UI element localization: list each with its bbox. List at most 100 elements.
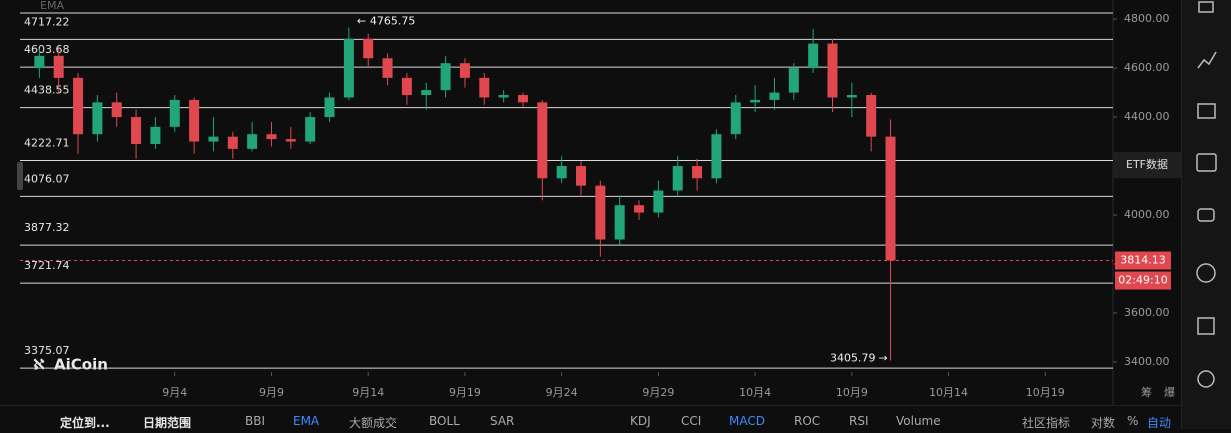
indicator-button[interactable]: BBI [245, 414, 266, 428]
y-tick-label: 3600.00 [1124, 306, 1170, 319]
indicator-button[interactable]: KDJ [630, 414, 651, 428]
sidebar-icons [1196, 1, 1217, 388]
candle-body [730, 102, 741, 135]
candle-body [111, 102, 122, 118]
x-tick-label: 10月14 [929, 386, 968, 399]
price-box [1115, 251, 1171, 270]
candle-body [692, 166, 703, 179]
indicator-button[interactable]: RSI [849, 414, 869, 428]
candle-body [169, 99, 180, 127]
candle-body [53, 55, 64, 78]
x-tick-label: 9月19 [449, 386, 481, 399]
candle-body [595, 185, 606, 240]
indicator-button[interactable]: MACD [729, 414, 765, 428]
arrow: ← [357, 14, 366, 27]
candle-body [614, 205, 625, 240]
toolbar-button[interactable]: 社区指标 [1022, 416, 1071, 430]
x-tick-label: 9月9 [259, 386, 284, 399]
candle-body [324, 97, 335, 118]
price-level-label: 3721.74 [24, 259, 70, 272]
price-level-label: 3877.32 [24, 221, 70, 234]
y-tick-label: 4400.00 [1124, 110, 1170, 123]
candle-body [285, 139, 296, 142]
x-tick-label: 10月19 [1026, 386, 1065, 399]
candle-body [382, 58, 393, 78]
candle-body [343, 38, 354, 98]
icon[interactable] [1197, 103, 1216, 119]
candle-body [576, 166, 587, 186]
icon[interactable] [1197, 317, 1215, 335]
candle-body [440, 63, 451, 91]
indicator-button[interactable]: BOLL [429, 414, 460, 428]
chart: EMA AiCoin ℵ 3400.003600.003800.004000.0… [17, 0, 1175, 405]
indicator-button[interactable]: 大额成交 [349, 416, 398, 430]
arrow: → [879, 352, 888, 365]
toolbar-button[interactable]: 对数 [1091, 416, 1116, 430]
x-tick-label: 9月14 [352, 386, 384, 399]
candle-body [750, 99, 761, 103]
icon[interactable] [1196, 153, 1217, 172]
indicator-button[interactable]: Volume [896, 414, 941, 428]
legend-label: EMA [40, 0, 64, 12]
toolbar-button[interactable]: 日期范围 [143, 416, 192, 430]
candle-body [73, 77, 84, 135]
last-price-label: 3814.13 [1120, 254, 1166, 267]
price-level-label: 4076.07 [24, 172, 70, 185]
candle-body [517, 95, 528, 103]
tooltip: ETF数据 [1113, 152, 1181, 178]
toolbar-divider [0, 405, 1181, 406]
indicator-button[interactable]: EMA [293, 414, 320, 428]
candle-body [266, 134, 277, 140]
handle [17, 162, 23, 190]
candle-body [189, 99, 200, 142]
x-tick-label: 9月29 [642, 386, 674, 399]
price-level-label: 4717.22 [24, 15, 70, 28]
toolbar-button[interactable]: % [1127, 414, 1139, 428]
x-tick-label: 9月4 [162, 386, 187, 399]
axis-extra: 爆 [1164, 385, 1175, 399]
candle-body [653, 190, 664, 213]
countdown-box [1115, 271, 1171, 290]
indicator-button[interactable]: SAR [490, 414, 515, 428]
candle-body [498, 95, 509, 98]
icon[interactable] [1198, 1, 1214, 13]
sidebar [1181, 0, 1231, 429]
candle-body [788, 68, 799, 93]
candle-body [401, 77, 412, 96]
price-level-label: 4603.68 [24, 43, 70, 56]
price-level-label: 4222.71 [24, 136, 70, 149]
toolbar-button[interactable]: 定位到... [60, 416, 110, 430]
y-tick-label: 3400.00 [1124, 355, 1170, 368]
candle-body [227, 136, 238, 149]
candle-body [92, 102, 103, 135]
candle-body [537, 102, 548, 179]
y-tick-label: 4600.00 [1124, 61, 1170, 74]
countdown: 02:49:10 [1118, 274, 1167, 287]
candle-body [556, 166, 567, 179]
price-level-label: 4438.55 [24, 84, 70, 97]
candle-body [479, 77, 490, 98]
icon[interactable] [1196, 263, 1216, 283]
toolbar-button[interactable]: 自动 [1147, 416, 1172, 430]
indicator-button[interactable]: ROC [794, 414, 821, 428]
y-tick-label: 4000.00 [1124, 208, 1170, 221]
candle-body [131, 117, 142, 144]
icon[interactable] [1197, 370, 1215, 388]
candle-body [247, 134, 258, 149]
price-level-label: 3375.07 [24, 344, 70, 357]
icon[interactable] [1197, 51, 1217, 69]
icon[interactable] [1197, 208, 1215, 222]
candle-body [634, 205, 645, 213]
candle-body [885, 136, 896, 261]
candle-body [808, 43, 819, 69]
y-tick-label: 4800.00 [1124, 12, 1170, 25]
candle-body [672, 166, 683, 191]
candle-body [769, 92, 780, 100]
x-tick-label: 10月4 [739, 386, 771, 399]
candle-body [459, 63, 470, 78]
indicator-button[interactable]: CCI [681, 414, 702, 428]
axis-extra: 筹 [1141, 385, 1152, 399]
candle-body [827, 43, 838, 98]
x-tick-label: 10月9 [836, 386, 868, 399]
